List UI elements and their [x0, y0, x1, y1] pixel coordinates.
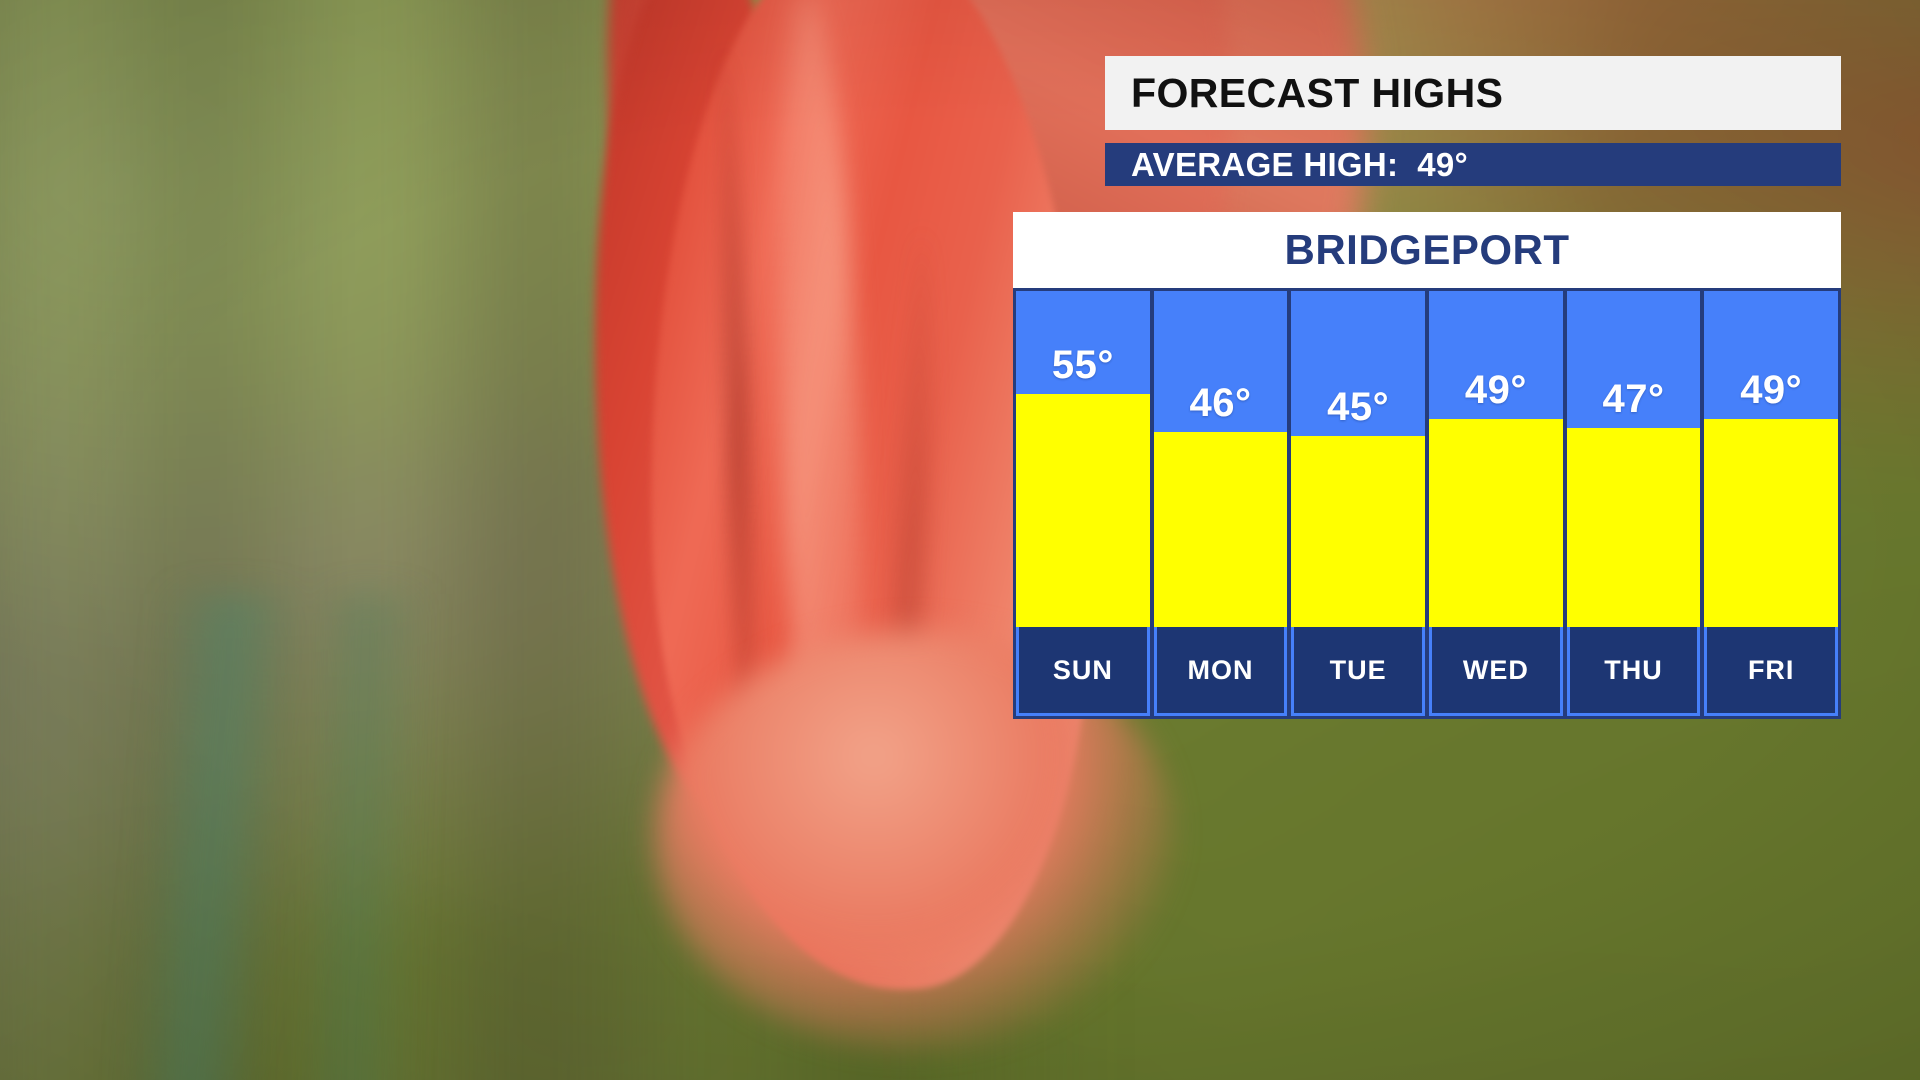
- forecast-day-column: 46° MON: [1153, 291, 1288, 716]
- bar-plot-area: 47°: [1566, 291, 1701, 627]
- forecast-day-column: 55° SUN: [1016, 291, 1150, 716]
- city-name-bar: BRIDGEPORT: [1013, 212, 1841, 288]
- forecast-day-column: 49° FRI: [1704, 291, 1839, 716]
- temperature-value: 47°: [1602, 377, 1665, 421]
- forecast-bar-chart: 55° SUN 46° MON 45° TUE 49° WED 47° THU 49° FRI: [1013, 288, 1841, 719]
- temperature-value: 49°: [1740, 368, 1803, 412]
- day-label: WED: [1429, 627, 1563, 716]
- temperature-bar: [1429, 419, 1563, 627]
- day-label: THU: [1566, 627, 1701, 716]
- temperature-value: 46°: [1189, 381, 1252, 425]
- bar-plot-area: 49°: [1704, 291, 1839, 627]
- day-label: SUN: [1016, 627, 1150, 716]
- temperature-bar: [1153, 432, 1288, 627]
- average-high-bar: AVERAGE HIGH: 49°: [1105, 143, 1841, 186]
- forecast-day-column: 47° THU: [1566, 291, 1701, 716]
- day-label: FRI: [1704, 627, 1839, 716]
- bar-plot-area: 49°: [1429, 291, 1563, 627]
- page-title: FORECAST HIGHS: [1131, 69, 1504, 116]
- temperature-value: 55°: [1051, 343, 1114, 387]
- temperature-bar: [1566, 428, 1701, 627]
- city-name: BRIDGEPORT: [1284, 226, 1570, 273]
- forecast-day-column: 45° TUE: [1291, 291, 1426, 716]
- bar-plot-area: 45°: [1291, 291, 1426, 627]
- forecast-title-bar: FORECAST HIGHS: [1105, 56, 1841, 130]
- day-label: TUE: [1291, 627, 1426, 716]
- temperature-bar: [1291, 436, 1426, 627]
- temperature-value: 49°: [1464, 368, 1527, 412]
- day-label: MON: [1153, 627, 1288, 716]
- bar-plot-area: 55°: [1016, 291, 1150, 627]
- temperature-value: 45°: [1327, 385, 1390, 429]
- average-high-label: AVERAGE HIGH: 49°: [1131, 145, 1469, 183]
- temperature-bar: [1016, 394, 1150, 627]
- bar-plot-area: 46°: [1153, 291, 1288, 627]
- temperature-bar: [1704, 419, 1839, 627]
- forecast-day-column: 49° WED: [1429, 291, 1563, 716]
